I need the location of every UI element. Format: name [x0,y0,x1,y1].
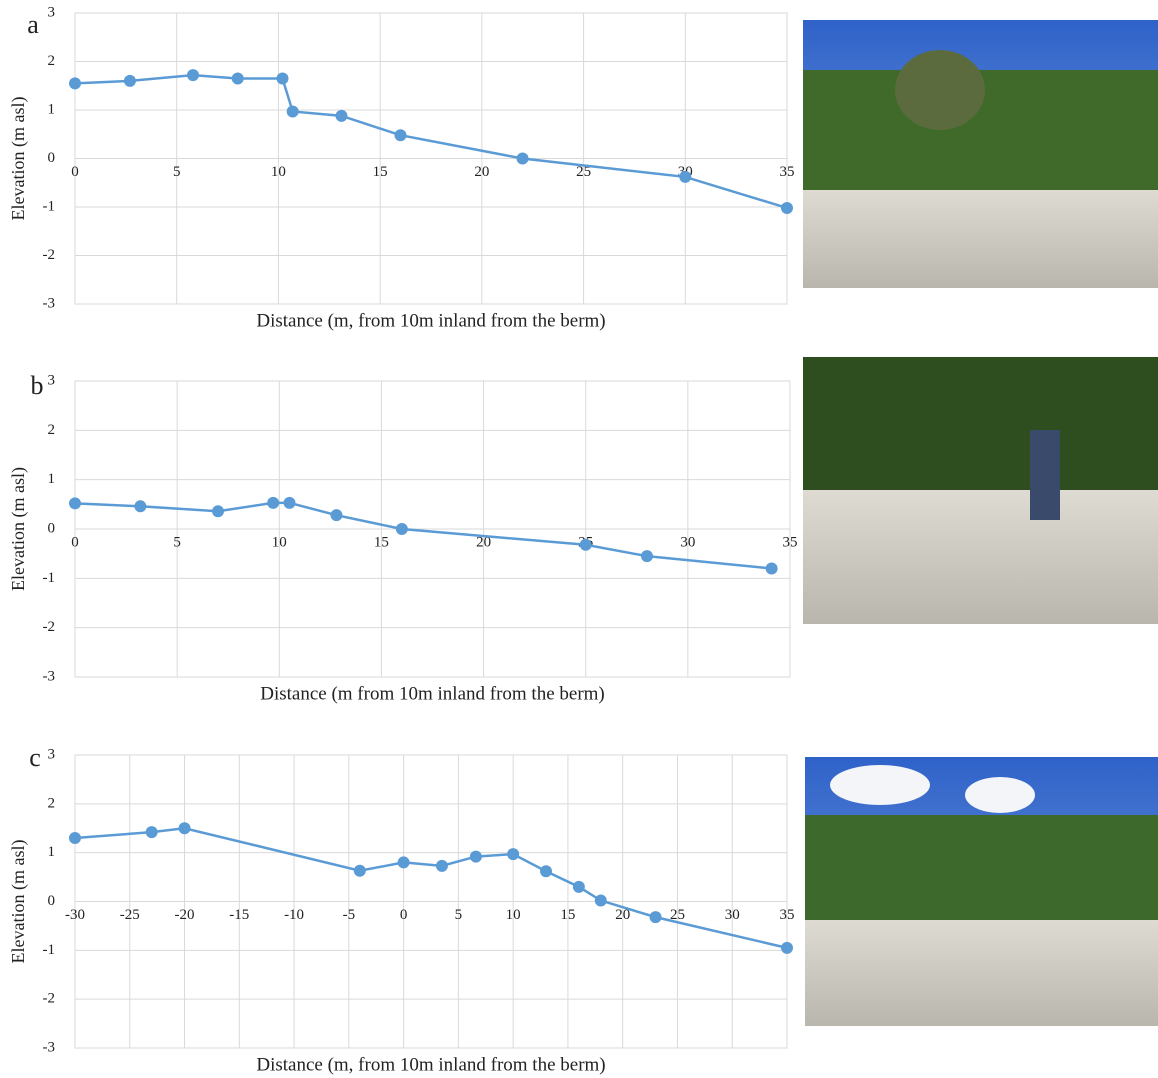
photo-c [805,757,1158,1026]
data-point [146,826,158,838]
data-point [69,77,81,89]
data-point [179,822,191,834]
y-tick-label: 1 [48,101,56,117]
x-tick-label: -5 [343,907,356,923]
x-tick-label: 15 [373,164,388,180]
data-point [134,500,146,512]
data-point [396,523,408,535]
y-tick-label: -2 [43,619,56,635]
data-point [650,911,662,923]
x-tick-label: 35 [780,907,795,923]
y-tick-label: 0 [48,520,56,536]
y-tick-label: 0 [48,893,56,909]
data-point [354,865,366,877]
y-tick-label: -2 [43,991,56,1007]
data-point [212,505,224,517]
x-tick-label: 30 [680,534,695,550]
data-point [641,550,653,562]
data-point [284,497,296,509]
data-point [580,539,592,551]
data-point [335,110,347,122]
y-tick-label: 1 [48,844,56,860]
x-tick-label: 0 [400,907,408,923]
data-point [394,129,406,141]
figure: -3-2-1012305101520253035Distance (m, fro… [0,0,1158,1078]
x-tick-label: 35 [783,534,798,550]
data-point [781,202,793,214]
data-point [766,562,778,574]
y-axis-title: Elevation (m asl) [8,840,29,964]
y-tick-label: -1 [43,942,56,958]
y-tick-label: -2 [43,247,56,263]
y-tick-label: -3 [43,1039,56,1055]
y-axis-title: Elevation (m asl) [8,97,29,221]
x-axis-title: Distance (m, from 10m inland from the be… [256,1054,605,1075]
data-point [187,69,199,81]
data-point [232,72,244,84]
data-point [69,832,81,844]
data-line [75,828,787,948]
x-tick-label: 5 [173,164,181,180]
x-tick-label: 15 [374,534,389,550]
data-line [75,75,787,208]
data-point [507,848,519,860]
data-point [287,105,299,117]
panel-label: c [29,743,41,772]
y-tick-label: -1 [43,198,56,214]
y-tick-label: 3 [48,372,56,388]
data-point [679,171,691,183]
x-tick-label: 5 [455,907,463,923]
data-point [517,153,529,165]
y-tick-label: 0 [48,150,56,166]
x-tick-label: 30 [725,907,740,923]
y-tick-label: 3 [48,4,56,20]
x-tick-label: 0 [71,534,79,550]
x-axis-title: Distance (m, from 10m inland from the be… [256,310,605,331]
data-point [330,509,342,521]
x-tick-label: 10 [506,907,521,923]
photo-a [803,20,1158,288]
x-tick-label: 0 [71,164,79,180]
x-tick-label: 15 [560,907,575,923]
data-point [436,860,448,872]
y-tick-label: -3 [43,668,56,684]
panel-label: b [31,371,44,400]
x-tick-label: -25 [120,907,140,923]
data-point [69,497,81,509]
x-tick-label: -15 [229,907,249,923]
y-axis-title: Elevation (m asl) [8,467,29,591]
y-tick-label: 2 [48,795,56,811]
x-tick-label: -20 [175,907,195,923]
y-tick-label: -1 [43,570,56,586]
x-axis-title: Distance (m from 10m inland from the ber… [260,683,605,704]
data-point [124,75,136,87]
data-point [595,895,607,907]
x-tick-label: 10 [272,534,287,550]
data-point [573,881,585,893]
data-point [470,851,482,863]
y-tick-label: 2 [48,53,56,69]
x-tick-label: 20 [474,164,489,180]
y-tick-label: 2 [48,422,56,438]
y-tick-label: 1 [48,471,56,487]
x-tick-label: 10 [271,164,286,180]
data-point [540,865,552,877]
x-tick-label: 35 [780,164,795,180]
data-point [267,497,279,509]
x-tick-label: -10 [284,907,304,923]
data-point [276,72,288,84]
panel-label: a [27,10,39,39]
x-tick-label: 5 [173,534,181,550]
y-tick-label: 3 [48,746,56,762]
data-point [398,856,410,868]
y-tick-label: -3 [43,295,56,311]
x-tick-label: -30 [65,907,85,923]
data-point [781,942,793,954]
photo-b [803,357,1158,624]
